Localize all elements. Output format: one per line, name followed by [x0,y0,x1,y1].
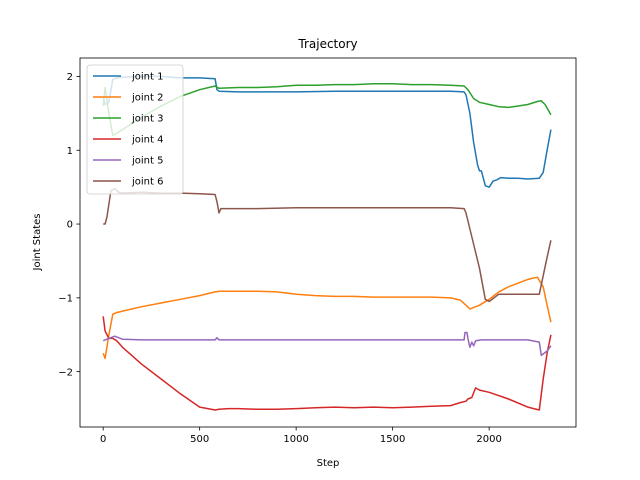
y-tick-label: 2 [67,72,73,83]
legend-label-joint-6: joint 6 [131,177,163,188]
series-line-joint-6 [103,187,552,303]
axes: 0 500 1000 1500 2000 −2 −1 0 1 2 [58,57,577,445]
x-axis-label: Step [317,458,340,469]
x-tick-label: 1000 [283,434,308,445]
y-axis-label: Joint States [32,214,43,272]
legend-label-joint-3: joint 3 [131,114,163,125]
legend-box [86,64,184,195]
y-tick-label: −1 [58,293,73,304]
chart-title: Trajectory [297,37,357,51]
x-tick-label: 500 [190,434,209,445]
axes-frame [79,57,577,428]
legend-label-joint-1: joint 1 [131,72,163,83]
series-line-joint-5 [102,331,552,357]
y-tick-label: 1 [67,146,73,157]
legend-label-joint-5: joint 5 [131,156,163,167]
x-tick-label: 2000 [476,434,501,445]
legend-label-joint-4: joint 4 [131,135,163,146]
y-tick-label: 0 [67,220,73,231]
x-tick-label: 1500 [380,434,405,445]
series-line-joint-4 [102,316,552,411]
x-tick-label: 0 [100,434,106,445]
legend-label-joint-2: joint 2 [131,93,163,104]
series-line-joint-2 [102,276,552,360]
y-tick-label: −2 [58,367,73,378]
legend: joint 1 joint 2 joint 3 joint 4 joint 5 joint… [86,64,184,195]
